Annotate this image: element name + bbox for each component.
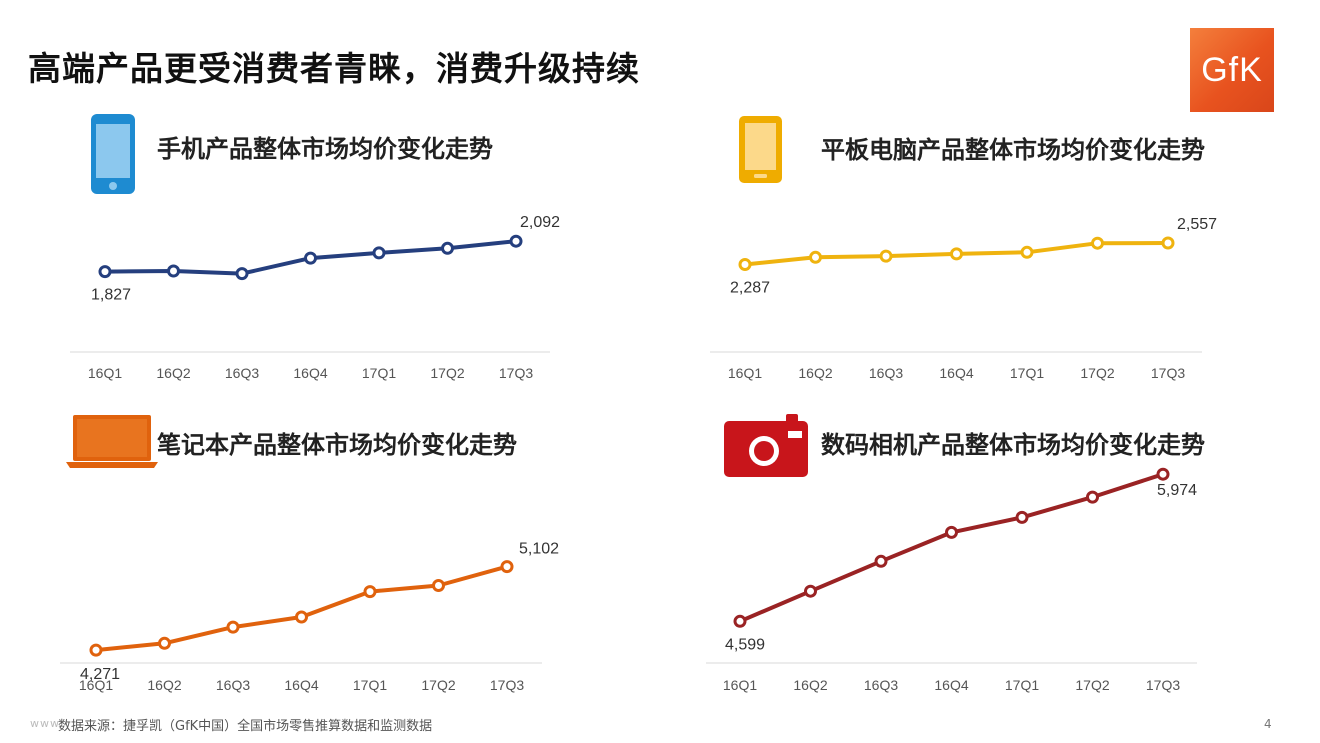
data-label-first: 4,599 xyxy=(725,636,765,653)
panel-title-camera: 数码相机产品整体市场均价变化走势 xyxy=(821,431,1205,459)
data-point xyxy=(809,250,822,264)
x-tick-label: 16Q1 xyxy=(723,677,757,693)
x-tick-label: 17Q3 xyxy=(1151,365,1185,381)
x-tick-label: 16Q1 xyxy=(88,365,122,381)
data-point xyxy=(945,525,958,539)
gfk-logo: GfK xyxy=(1190,28,1274,112)
data-point xyxy=(1161,236,1175,250)
data-point xyxy=(372,246,386,260)
data-label-last: 5,974 xyxy=(1157,482,1197,499)
data-point xyxy=(304,251,317,265)
data-point xyxy=(235,267,249,281)
chart-0: 16Q1 16Q2 16Q3 16Q4 17Q1 17Q2 17Q3 1,827 2,092 xyxy=(70,214,560,381)
chart-2: 16Q1 16Q2 16Q3 16Q4 17Q1 17Q2 17Q3 4,271 5,102 xyxy=(60,541,559,693)
camera-icon xyxy=(724,414,808,477)
data-point xyxy=(509,234,523,248)
x-tick-label: 17Q3 xyxy=(499,365,533,381)
x-tick-label: 16Q1 xyxy=(728,365,762,381)
x-tick-label: 17Q1 xyxy=(1010,365,1044,381)
panel-title-tablet: 平板电脑产品整体市场均价变化走势 xyxy=(821,136,1205,164)
series-line xyxy=(739,472,1164,624)
data-label-first: 4,271 xyxy=(80,666,120,683)
data-point xyxy=(1015,510,1029,524)
phone-icon xyxy=(91,114,135,194)
data-point xyxy=(432,579,445,592)
data-label-first: 2,287 xyxy=(730,280,770,297)
chart-3: 16Q1 16Q2 16Q3 16Q4 17Q1 17Q2 17Q3 4,599 5,974 xyxy=(706,467,1197,693)
data-label-last: 2,557 xyxy=(1177,216,1217,233)
x-tick-label: 16Q4 xyxy=(284,677,318,693)
x-tick-label: 17Q2 xyxy=(1075,677,1109,693)
data-label-last: 5,102 xyxy=(519,541,559,558)
data-point xyxy=(874,554,888,568)
data-point xyxy=(1156,467,1170,481)
x-tick-label: 16Q4 xyxy=(939,365,973,381)
data-point xyxy=(89,643,103,657)
x-tick-label: 16Q3 xyxy=(869,365,903,381)
x-tick-label: 16Q3 xyxy=(225,365,259,381)
x-tick-label: 16Q2 xyxy=(798,365,832,381)
page-title: 高端产品更受消费者青睐，消费升级持续 xyxy=(28,49,640,88)
data-point xyxy=(1020,245,1034,259)
data-point xyxy=(441,241,454,255)
data-point xyxy=(363,585,377,599)
data-point xyxy=(98,265,112,279)
tablet-icon xyxy=(739,116,782,183)
x-tick-label: 17Q3 xyxy=(490,677,524,693)
x-tick-label: 16Q2 xyxy=(793,677,827,693)
x-tick-label: 17Q1 xyxy=(353,677,387,693)
data-point xyxy=(158,636,171,650)
data-point xyxy=(1091,236,1104,250)
data-label-first: 1,827 xyxy=(91,287,131,304)
x-tick-label: 17Q2 xyxy=(421,677,455,693)
panel-title-laptop: 笔记本产品整体市场均价变化走势 xyxy=(157,431,517,459)
source-footnote: 数据来源：捷孚凯（GfK中国）全国市场零售推算数据和监测数据 xyxy=(58,719,433,734)
x-tick-label: 16Q2 xyxy=(156,365,190,381)
x-tick-label: 16Q4 xyxy=(934,677,968,693)
x-tick-label: 17Q2 xyxy=(1080,365,1114,381)
x-tick-label: 16Q2 xyxy=(147,677,181,693)
data-point xyxy=(500,560,514,574)
data-point xyxy=(879,249,893,263)
watermark: www. xyxy=(30,717,64,730)
series-line xyxy=(95,564,508,653)
x-tick-label: 17Q2 xyxy=(430,365,464,381)
laptop-icon xyxy=(66,415,158,468)
x-tick-label: 17Q3 xyxy=(1146,677,1180,693)
x-tick-label: 16Q1 xyxy=(79,677,113,693)
data-point xyxy=(733,614,747,628)
x-tick-label: 16Q3 xyxy=(864,677,898,693)
x-tick-label: 17Q1 xyxy=(362,365,396,381)
x-tick-label: 16Q4 xyxy=(293,365,327,381)
chart-1: 16Q1 16Q2 16Q3 16Q4 17Q1 17Q2 17Q3 2,287 2,557 xyxy=(710,216,1217,381)
data-label-last: 2,092 xyxy=(520,214,560,231)
panel-title-phone: 手机产品整体市场均价变化走势 xyxy=(157,135,493,163)
data-point xyxy=(295,610,308,624)
data-point xyxy=(167,264,180,278)
x-tick-label: 17Q1 xyxy=(1005,677,1039,693)
data-point xyxy=(804,584,817,598)
data-point xyxy=(226,620,240,634)
data-point xyxy=(738,258,752,271)
data-point xyxy=(1086,490,1099,504)
data-point xyxy=(950,247,963,261)
page-number: 4 xyxy=(1264,717,1272,731)
x-tick-label: 16Q3 xyxy=(216,677,250,693)
